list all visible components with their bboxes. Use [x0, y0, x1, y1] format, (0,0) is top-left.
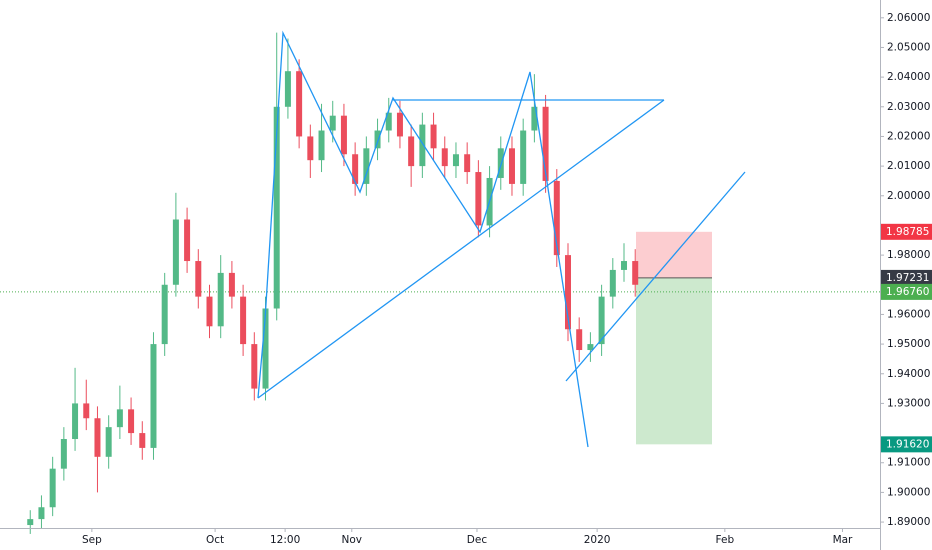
candle-body [598, 296, 605, 345]
x-tick-label: Oct [206, 534, 224, 546]
candle-body [318, 130, 325, 161]
y-tick-label: 1.93000 [887, 397, 930, 409]
candle-body [94, 418, 101, 457]
candle-body [139, 433, 146, 448]
candle-body [116, 409, 123, 428]
y-tick-label: 1.90000 [887, 486, 930, 498]
y-tick-label: 1.95000 [887, 338, 930, 350]
x-tick-label: Feb [716, 534, 735, 546]
y-tick-label: 2.02000 [887, 130, 930, 142]
y-tick-label: 1.98000 [887, 249, 930, 261]
candle-body [520, 130, 527, 184]
price-label: 1.97231 [886, 272, 929, 284]
y-tick-label: 1.91000 [887, 457, 930, 469]
support-line [565, 171, 746, 382]
candle-body [329, 115, 336, 131]
y-tick-label: 1.89000 [887, 516, 930, 528]
y-tick-label: 2.00000 [887, 190, 930, 202]
candle-body [352, 154, 359, 184]
candle-body [497, 148, 504, 178]
candle-body [340, 115, 347, 155]
position-layer [0, 231, 880, 445]
candle-body [262, 308, 269, 389]
candle-body [553, 180, 560, 256]
candle-body [430, 124, 437, 149]
candle-body [49, 468, 56, 508]
candle-body [296, 71, 303, 137]
candle-body [105, 427, 112, 457]
price-label-bg [881, 436, 932, 453]
x-tick-label: Dec [467, 534, 488, 546]
x-tick-label: Mar [833, 534, 853, 546]
candle-body [228, 272, 235, 297]
candle-body [632, 261, 639, 285]
price-label: 1.96760 [886, 286, 929, 298]
candle-body [83, 403, 90, 419]
candle-body [72, 403, 79, 440]
candle-body [128, 409, 135, 434]
candle-body [419, 124, 426, 167]
candle-body [172, 219, 179, 285]
candle-body [150, 344, 157, 448]
candle-body [374, 130, 381, 149]
candle-body [452, 154, 459, 167]
candle-body [609, 269, 616, 297]
y-tick-label: 1.94000 [887, 368, 930, 380]
y-tick-label: 2.04000 [887, 71, 930, 83]
zigzag-pattern [257, 30, 589, 448]
candle-body [206, 296, 213, 327]
candle-body [508, 148, 515, 184]
y-tick-label: 2.01000 [887, 160, 930, 172]
y-tick-label: 2.05000 [887, 41, 930, 53]
x-tick-label: Nov [342, 534, 363, 546]
candle-body [475, 172, 482, 226]
price-label-bg [881, 223, 932, 240]
candle-body [385, 112, 392, 131]
x-tick-label: Sep [82, 534, 102, 546]
price-label-bg [881, 283, 932, 300]
candle-body [408, 136, 415, 167]
target-zone [636, 277, 712, 445]
candle-body [441, 148, 448, 167]
trend-line [257, 99, 665, 399]
candle-body [161, 284, 168, 345]
candle-body [587, 344, 594, 351]
candle-body [38, 507, 45, 520]
y-tick-label: 2.03000 [887, 101, 930, 113]
candle-body [284, 71, 291, 107]
candle-body [184, 219, 191, 262]
candle-body [251, 344, 258, 389]
candle-body [621, 261, 628, 270]
candle-body [217, 272, 224, 327]
candle-body [542, 106, 549, 181]
candle-body [27, 519, 34, 526]
price-label: 1.98785 [886, 226, 929, 238]
candle-body [273, 106, 280, 309]
candle-body [363, 148, 370, 184]
candle-body [564, 255, 571, 330]
candle-body [464, 154, 471, 173]
candle-body [576, 329, 583, 351]
candle-body [195, 261, 202, 297]
candle-body [396, 112, 403, 137]
candle-body [240, 296, 247, 345]
price-label: 1.91620 [886, 438, 929, 450]
drawings [257, 30, 746, 448]
price-label-bg [881, 269, 932, 286]
candle-body [307, 136, 314, 161]
candle-body [531, 106, 538, 131]
x-tick-label: 2020 [584, 534, 611, 546]
candles [27, 32, 639, 534]
x-tick-label: 12:00 [270, 534, 300, 546]
y-tick-label: 1.96000 [887, 308, 930, 320]
y-tick-label: 2.06000 [887, 12, 930, 24]
candle-body [60, 439, 67, 469]
